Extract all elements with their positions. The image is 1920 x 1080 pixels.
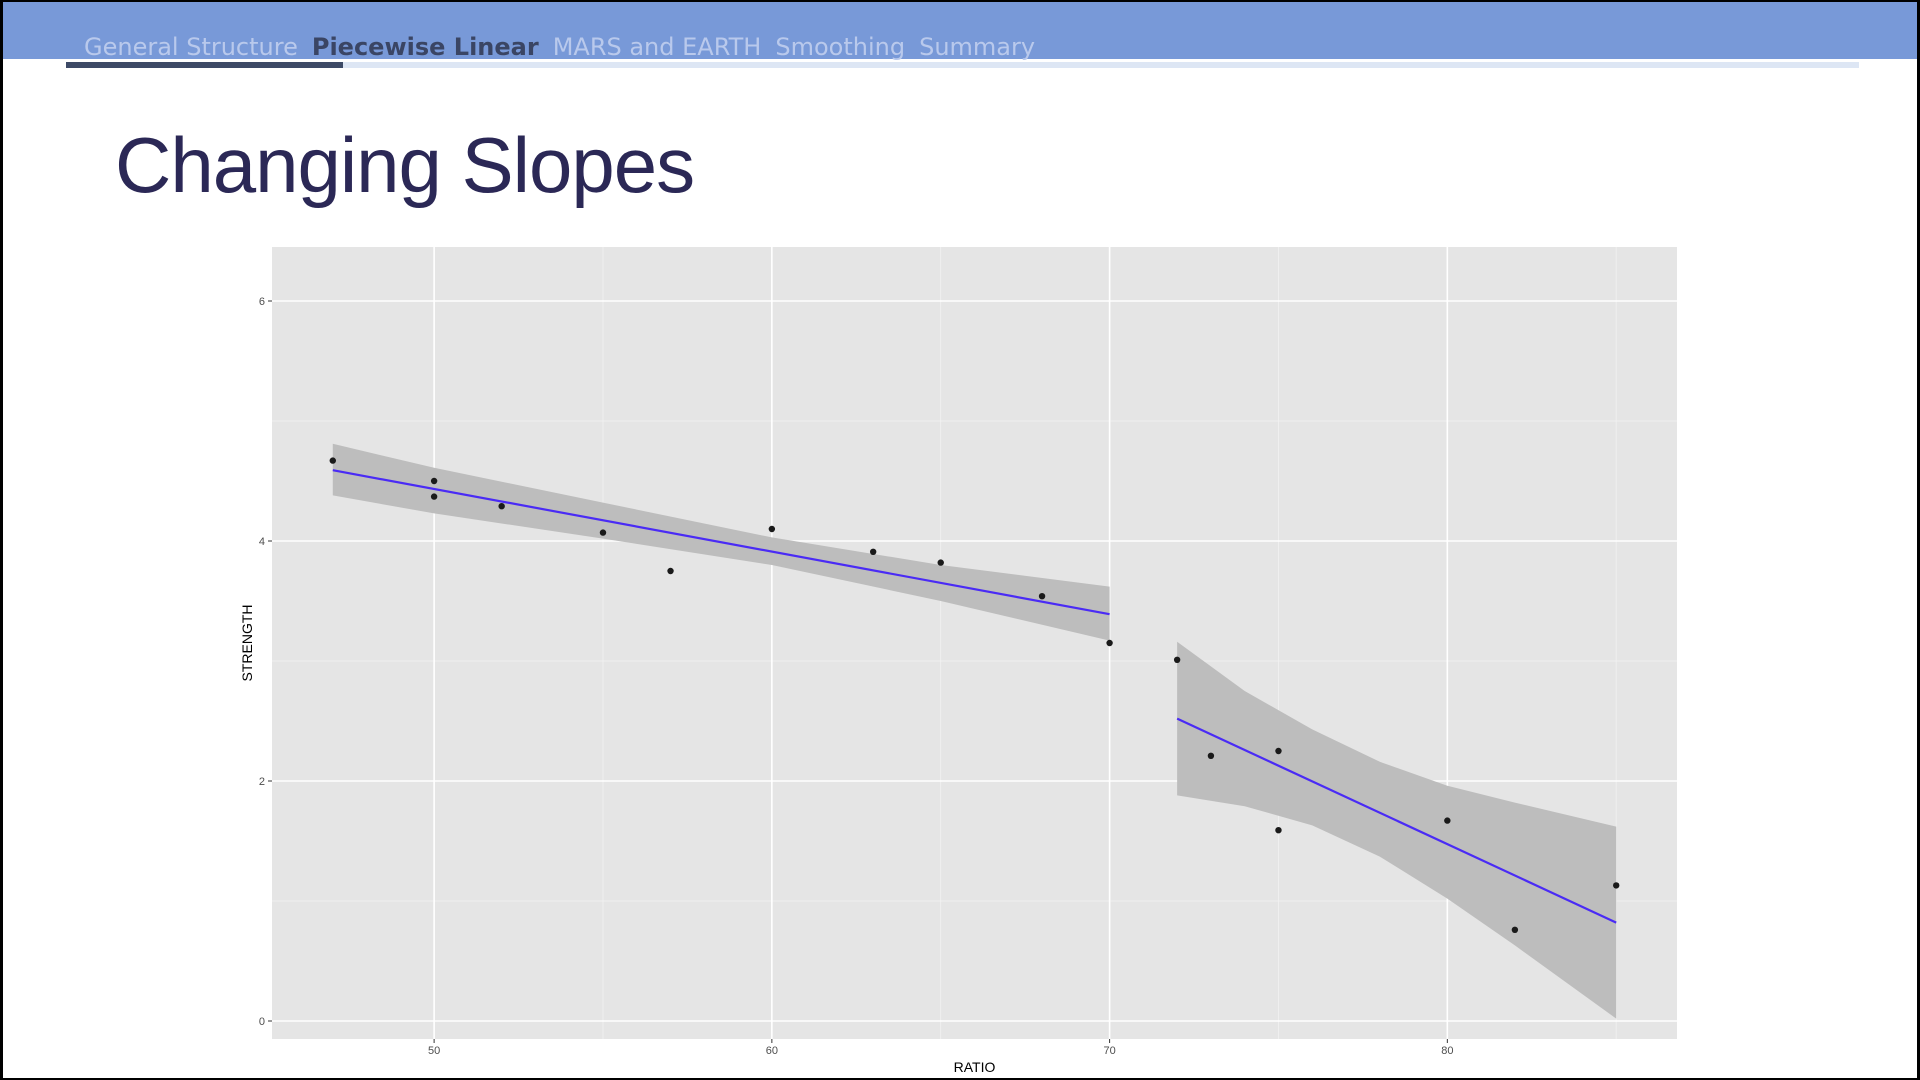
confidence-band-2 [1177,641,1617,1019]
data-point [599,529,607,536]
nav-item-general-structure[interactable]: General Structure [84,33,298,61]
x-tick-label: 60 [766,1045,778,1057]
progress-track [66,62,1859,68]
y-tick-label: 4 [259,536,265,548]
section-nav-bar [3,2,1917,59]
data-point [430,493,438,500]
data-point [1444,817,1451,824]
y-tick-label: 2 [259,776,265,788]
x-axis-label: RATIO [954,1059,996,1075]
page-title: Changing Slopes [115,121,695,209]
data-point [869,548,877,555]
data-point [768,525,776,533]
data-point [1106,639,1113,647]
data-point [1173,656,1181,663]
data-point [1511,926,1519,933]
data-points [329,457,1620,933]
data-point [1207,752,1215,759]
data-point [1038,593,1046,600]
nav-item-summary[interactable]: Summary [919,33,1036,61]
plot-panel [272,247,1677,1039]
data-point [937,559,944,566]
x-tick-label: 80 [1441,1045,1453,1057]
fit-lines [332,469,1617,924]
major-gridlines [272,247,1677,1039]
data-point [1275,747,1282,755]
fit-line-2 [1176,717,1617,924]
x-tick-label: 50 [428,1045,440,1057]
data-point [1275,827,1282,834]
data-point [329,457,336,464]
minor-gridlines [272,247,1677,1039]
section-nav: General Structure Piecewise Linear MARS … [84,32,1035,62]
data-point [430,477,438,485]
nav-item-smoothing[interactable]: Smoothing [775,33,906,61]
nav-item-piecewise-linear[interactable]: Piecewise Linear [311,33,539,61]
progress-fill [66,62,343,68]
data-point [498,503,505,510]
y-tick-label: 0 [259,1016,265,1028]
nav-item-mars-and-earth[interactable]: MARS and EARTH [552,33,762,61]
y-axis-label: STRENGTH [239,605,255,682]
axes: 50 60 70 80 0 2 4 6 [259,296,1454,1057]
data-point [667,567,674,575]
fit-line-1 [332,469,1110,616]
data-point [1613,882,1620,889]
x-tick-label: 70 [1103,1045,1115,1057]
y-tick-label: 6 [259,296,265,308]
